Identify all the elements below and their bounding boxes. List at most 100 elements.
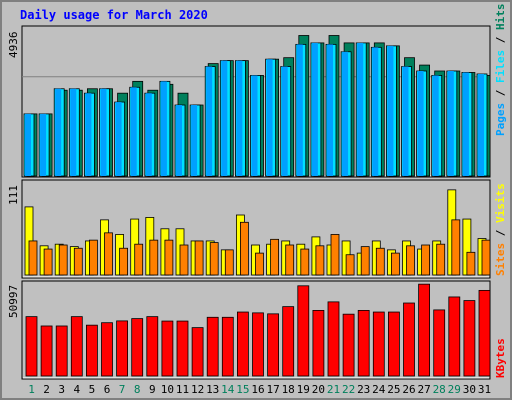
x-tick-label: 2 <box>43 383 50 396</box>
pages-bar <box>311 42 318 176</box>
x-tick-label: 29 <box>448 383 461 396</box>
sites-bar <box>119 247 128 276</box>
panel-3-axis-legend: KBytes <box>494 338 507 378</box>
kbytes-bar <box>40 325 53 377</box>
x-tick-label: 23 <box>357 383 370 396</box>
kbytes-bar <box>463 300 476 377</box>
sites-bar <box>58 244 68 276</box>
sites-bar <box>360 246 370 276</box>
sites-bar <box>270 238 280 276</box>
x-tick-label: 5 <box>89 383 96 396</box>
panel-3-ymax-label: 50997 <box>7 285 20 318</box>
pages-bar <box>145 93 152 176</box>
pages-bar <box>447 70 454 176</box>
kbytes-bar <box>357 309 370 377</box>
x-tick-label: 19 <box>297 383 310 396</box>
sites-bar <box>89 239 98 276</box>
pages-bar <box>342 51 349 177</box>
kbytes-bar <box>176 320 189 377</box>
sites-bar <box>134 243 144 276</box>
pages-bar <box>176 105 182 176</box>
sites-bar <box>436 243 446 276</box>
sites-bar <box>149 239 159 276</box>
kbytes-bar <box>131 318 144 377</box>
kbytes-bar <box>448 296 461 377</box>
x-tick-label: 10 <box>161 383 174 396</box>
kbytes-bar <box>478 289 491 377</box>
kbytes-bar <box>221 316 234 377</box>
sites-bar <box>285 244 295 276</box>
pages-bar <box>327 44 333 177</box>
x-tick-label: 7 <box>119 383 126 396</box>
sites-bar <box>179 244 189 276</box>
sites-bar <box>209 242 219 276</box>
sites-bar <box>194 240 204 276</box>
sites-bar <box>345 254 355 276</box>
sites-bar <box>73 247 83 276</box>
pages-bar <box>100 88 107 176</box>
pages-bar <box>40 113 47 176</box>
x-tick-label: 31 <box>478 383 491 396</box>
sites-bar <box>164 239 174 276</box>
sites-bar <box>466 251 476 276</box>
x-tick-label: 3 <box>58 383 65 396</box>
x-tick-label: 15 <box>236 383 249 396</box>
x-tick-label: 8 <box>134 383 141 396</box>
pages-bar <box>296 44 303 177</box>
sites-bar <box>224 249 234 276</box>
pages-bar <box>402 66 409 176</box>
kbytes-bar <box>252 312 264 377</box>
kbytes-bar <box>206 316 219 377</box>
x-tick-label: 27 <box>417 383 430 396</box>
pages-bar <box>206 66 213 176</box>
pages-bar <box>221 60 228 177</box>
pages-bar <box>266 59 273 176</box>
sites-bar <box>406 245 415 276</box>
pages-bar <box>236 60 243 177</box>
pages-bar <box>372 47 379 176</box>
kbytes-bar <box>191 327 204 377</box>
x-tick-label: 18 <box>282 383 295 396</box>
kbytes-bar <box>86 324 98 377</box>
kbytes-bar <box>433 309 446 377</box>
pages-bar <box>55 88 62 176</box>
sites-bar <box>43 248 53 276</box>
sites-bar <box>255 252 264 276</box>
pages-bar <box>25 113 31 176</box>
panel-1-axis-legend: Pages / Files / Hits <box>494 4 507 137</box>
pages-bar <box>85 93 92 176</box>
sites-bar <box>104 232 113 276</box>
kbytes-bar <box>372 311 385 377</box>
x-tick-label: 25 <box>387 383 400 396</box>
pages-bar <box>462 72 469 176</box>
kbytes-bar <box>267 313 280 377</box>
panel-1-ymax-label: 4936 <box>7 32 20 59</box>
kbytes-bar <box>418 283 431 377</box>
x-tick-label: 13 <box>206 383 219 396</box>
x-tick-label: 26 <box>402 383 415 396</box>
sites-bar <box>451 219 461 276</box>
sites-bar <box>481 239 491 276</box>
kbytes-bar <box>236 311 249 377</box>
pages-bar <box>417 70 424 176</box>
pages-bar <box>478 73 484 176</box>
pages-bar <box>387 45 394 177</box>
x-tick-label: 24 <box>372 383 386 396</box>
pages-bar <box>130 87 137 176</box>
kbytes-bar <box>282 306 295 377</box>
kbytes-bar <box>70 316 83 377</box>
pages-bar <box>115 102 122 176</box>
pages-bar <box>432 75 439 176</box>
sites-bar <box>300 248 310 276</box>
x-tick-label: 28 <box>433 383 446 396</box>
kbytes-bar <box>342 313 355 377</box>
x-tick-label: 4 <box>73 383 80 396</box>
x-tick-label: 20 <box>312 383 325 396</box>
kbytes-bar <box>101 322 113 377</box>
x-tick-label: 21 <box>327 383 340 396</box>
kbytes-bar <box>297 285 310 377</box>
kbytes-bar <box>403 302 415 377</box>
kbytes-bar <box>116 320 128 377</box>
pages-bar <box>70 88 77 176</box>
panel-2-axis-legend: Sites / Visits <box>494 183 507 276</box>
